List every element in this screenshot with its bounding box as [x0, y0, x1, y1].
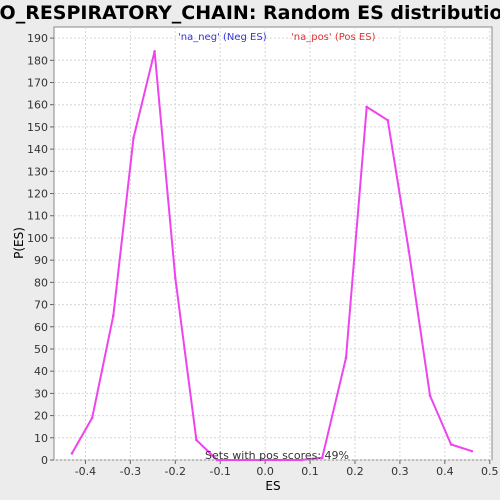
data-point [90, 416, 94, 420]
data-point [236, 458, 240, 462]
y-tick-label: 80 [34, 276, 48, 289]
y-axis-label: P(ES) [12, 227, 26, 259]
y-tick-label: 170 [27, 77, 48, 90]
data-point [428, 394, 432, 397]
y-tick-label: 100 [27, 232, 48, 245]
data-point [70, 452, 74, 455]
legend-pos: 'na_pos' (Pos ES) [291, 32, 376, 43]
data-point [153, 50, 156, 53]
y-tick-label: 150 [27, 121, 48, 134]
x-axis-label: ES [265, 479, 280, 493]
series-line [71, 50, 473, 461]
x-tick-label: -0.3 [120, 465, 141, 478]
annotation: Sets with pos scores: 49% [205, 449, 349, 462]
x-tick-label: 0.1 [301, 465, 319, 478]
y-tick-label: 90 [34, 254, 48, 267]
y-tick-label: 70 [34, 299, 48, 312]
x-tick-label: -0.1 [209, 465, 230, 478]
y-tick-label: 140 [27, 143, 48, 156]
y-tick-label: 50 [34, 343, 48, 356]
y-tick-label: 180 [27, 54, 48, 67]
x-tick-label: -0.2 [165, 465, 186, 478]
legend-neg: 'na_neg' (Neg ES) [178, 32, 267, 43]
data-point [386, 118, 390, 122]
data-point [320, 456, 324, 460]
data-point [257, 458, 261, 462]
data-point [195, 438, 198, 442]
x-tick-label: 0.4 [436, 465, 454, 478]
data-point [132, 136, 135, 140]
y-tick-label: 40 [34, 365, 48, 378]
x-tick-label: 0.5 [481, 465, 499, 478]
y-tick-label: 10 [34, 432, 48, 445]
y-tick-label: 30 [34, 387, 48, 400]
data-point [279, 458, 282, 462]
x-tick-label: 0.0 [256, 465, 274, 478]
x-tick-label: 0.2 [346, 465, 364, 478]
data-point [407, 249, 411, 253]
data-point [470, 449, 474, 453]
y-tick-label: 160 [27, 99, 48, 112]
data-point [299, 458, 303, 462]
y-tick-label: 0 [41, 454, 48, 467]
data-point [365, 105, 368, 109]
data-point [111, 314, 115, 317]
y-tick-label: 20 [34, 410, 48, 423]
y-tick-label: 130 [27, 165, 48, 178]
plot-area [53, 26, 493, 461]
y-tick-label: 190 [27, 32, 48, 45]
y-tick-label: 120 [27, 188, 48, 201]
x-tick-label: -0.4 [75, 465, 96, 478]
x-tick-label: 0.3 [391, 465, 409, 478]
data-point [449, 443, 453, 446]
data-point [344, 356, 348, 360]
data-point [215, 458, 219, 462]
y-tick-label: 110 [27, 210, 48, 223]
chart-title: GO_RESPIRATORY_CHAIN: Random ES distribu… [0, 2, 500, 24]
data-point [173, 276, 177, 280]
y-tick-label: 60 [34, 321, 48, 334]
